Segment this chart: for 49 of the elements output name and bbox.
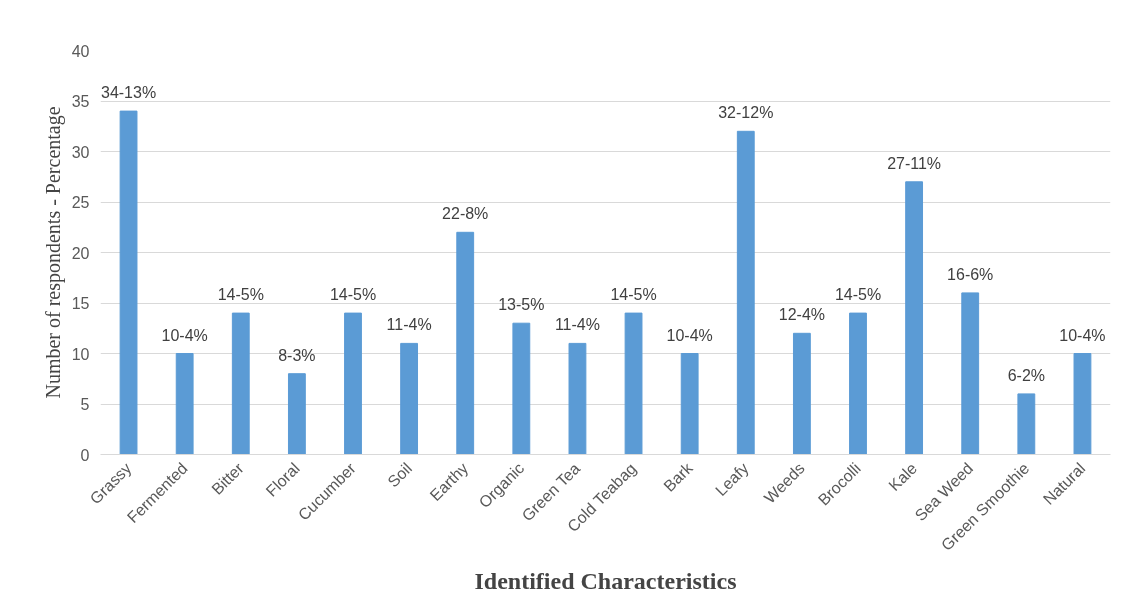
y-tick-label: 10 [71, 345, 90, 363]
data-label: 11-4% [554, 316, 600, 334]
bar [792, 332, 811, 455]
bar [624, 312, 643, 455]
data-label: 10-4% [666, 326, 713, 344]
data-label: 13-5% [498, 296, 545, 314]
bar [1073, 353, 1092, 455]
data-label: 22-8% [442, 205, 489, 223]
data-label: 11-4% [386, 316, 432, 334]
data-label: 32-12% [718, 104, 774, 122]
bar [175, 353, 194, 455]
bar [905, 181, 924, 455]
x-axis-title: Identified Characteristics [474, 567, 737, 594]
y-tick-label: 25 [71, 194, 90, 211]
y-tick-label: 20 [71, 244, 90, 262]
x-tick-label: Kale [885, 459, 921, 495]
bar [736, 130, 755, 455]
bar [400, 342, 419, 455]
data-label: 14-5% [834, 286, 882, 304]
data-label: 10-4% [161, 326, 208, 344]
bar [119, 110, 138, 455]
y-tick-label: 15 [71, 295, 90, 312]
bar [287, 373, 306, 455]
y-tick-label: 35 [71, 93, 90, 110]
data-label: 6-2% [1007, 366, 1046, 384]
data-label: 10-4% [1059, 326, 1106, 344]
data-label: 16-6% [947, 265, 994, 283]
data-label: 8-3% [278, 346, 316, 364]
data-label: 14-5% [329, 286, 377, 304]
bar [849, 312, 867, 455]
bar [680, 353, 699, 455]
y-axis-title: Number of respondents - Percentage [41, 106, 65, 399]
x-tick-label: Soil [384, 459, 416, 491]
data-label: 27-11% [887, 154, 942, 172]
y-tick-label: 40 [71, 42, 90, 60]
bar [1017, 393, 1036, 455]
y-tick-label: 30 [71, 143, 90, 161]
data-label: 34-13% [100, 84, 157, 102]
bar [456, 231, 475, 455]
bar [231, 312, 250, 455]
bar [344, 312, 362, 455]
bar [568, 342, 587, 455]
bar [961, 292, 980, 455]
y-tick-label: 0 [80, 446, 90, 464]
data-label: 14-5% [610, 286, 657, 304]
bar [512, 322, 531, 455]
y-tick-label: 5 [80, 396, 90, 413]
data-label: 14-5% [217, 286, 264, 304]
data-label: 12-4% [778, 306, 826, 324]
